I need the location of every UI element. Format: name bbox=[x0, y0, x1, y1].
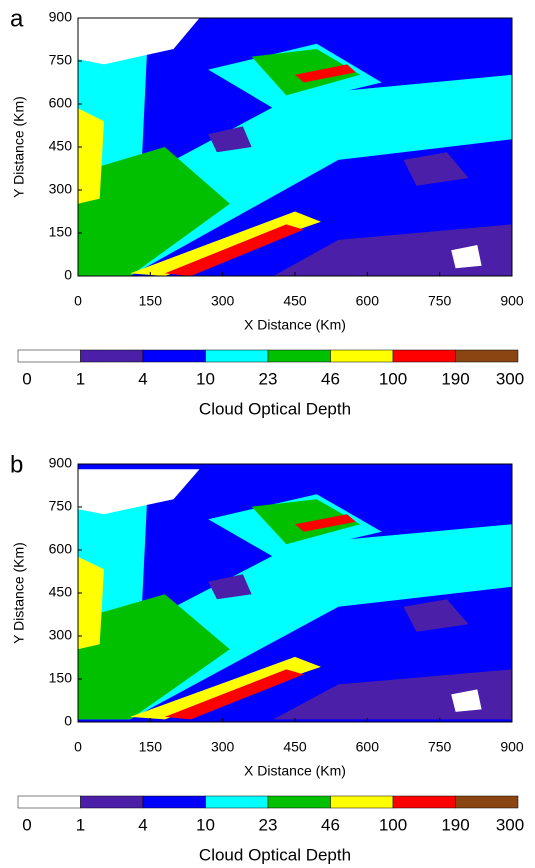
colorbar-tick-label: 1 bbox=[76, 815, 85, 834]
panel-label: a bbox=[10, 5, 24, 32]
y-tick-label: 300 bbox=[49, 627, 73, 643]
colorbar-segment bbox=[456, 796, 519, 808]
x-tick-label: 150 bbox=[139, 293, 163, 309]
colorbar-segment bbox=[206, 796, 269, 808]
x-tick-label: 450 bbox=[283, 293, 307, 309]
x-tick-label: 150 bbox=[139, 739, 163, 755]
colorbar-tick-label: 190 bbox=[441, 369, 469, 388]
x-tick-label: 600 bbox=[356, 739, 380, 755]
colorbar-tick-label: 100 bbox=[379, 369, 407, 388]
x-axis-label: X Distance (Km) bbox=[244, 317, 346, 333]
contour-region bbox=[78, 557, 104, 650]
x-tick-label: 300 bbox=[211, 293, 235, 309]
colorbar-label: Cloud Optical Depth bbox=[199, 845, 351, 864]
x-tick-label: 750 bbox=[428, 739, 452, 755]
colorbar-segment bbox=[143, 796, 206, 808]
colorbar-segment bbox=[143, 350, 206, 362]
colorbar-segment bbox=[206, 350, 269, 362]
colorbar-segment bbox=[81, 350, 144, 362]
colorbar-tick-label: 23 bbox=[259, 815, 278, 834]
panel: b 0 150 300 450 600 750 900 0 150 300 450 600 750 900 X… bbox=[10, 451, 524, 864]
x-axis-label: X Distance (Km) bbox=[244, 763, 346, 779]
x-tick-label: 900 bbox=[500, 739, 524, 755]
colorbar-tick-label: 190 bbox=[441, 815, 469, 834]
y-tick-label: 150 bbox=[49, 670, 73, 686]
y-axis-label: Y Distance (Km) bbox=[11, 542, 27, 644]
colorbar-tick-label: 300 bbox=[496, 369, 524, 388]
colorbar-tick-label: 23 bbox=[259, 369, 278, 388]
y-tick-label: 900 bbox=[49, 9, 73, 25]
colorbar-segment bbox=[18, 350, 81, 362]
page: {"chart_data": [ {"type": "contour", "pa… bbox=[0, 0, 535, 868]
colorbar-tick-label: 4 bbox=[138, 815, 147, 834]
x-tick-label: 0 bbox=[74, 739, 82, 755]
colorbar-segment bbox=[456, 350, 519, 362]
colorbar-segment bbox=[331, 350, 394, 362]
y-tick-label: 0 bbox=[64, 713, 72, 729]
panel-label: b bbox=[10, 451, 23, 478]
y-tick-label: 0 bbox=[64, 267, 72, 283]
colorbar-label: Cloud Optical Depth bbox=[199, 399, 351, 418]
colorbar-segment bbox=[393, 796, 456, 808]
colorbar-tick-label: 10 bbox=[196, 369, 215, 388]
x-tick-label: 300 bbox=[211, 739, 235, 755]
colorbar-tick-label: 46 bbox=[321, 369, 340, 388]
colorbar-tick-label: 300 bbox=[496, 815, 524, 834]
colorbar-segment bbox=[268, 796, 331, 808]
y-tick-label: 300 bbox=[49, 181, 73, 197]
colorbar-tick-label: 10 bbox=[196, 815, 215, 834]
x-tick-label: 0 bbox=[74, 293, 82, 309]
x-tick-label: 600 bbox=[356, 293, 380, 309]
colorbar-tick-label: 0 bbox=[22, 369, 31, 388]
contour-field bbox=[78, 18, 512, 276]
y-tick-label: 450 bbox=[49, 138, 73, 154]
y-tick-label: 150 bbox=[49, 224, 73, 240]
colorbar-segment bbox=[18, 796, 81, 808]
contour-field bbox=[78, 464, 512, 722]
colorbar-tick-label: 4 bbox=[138, 369, 147, 388]
colorbar-segment bbox=[81, 796, 144, 808]
colorbar-tick-label: 1 bbox=[76, 369, 85, 388]
colorbar-tick-label: 100 bbox=[379, 815, 407, 834]
panel: a 0 150 300 450 600 750 900 0 150 300 450 600 750 900 X… bbox=[10, 5, 524, 418]
colorbar-segment bbox=[268, 350, 331, 362]
colorbar-tick-label: 46 bbox=[321, 815, 340, 834]
y-tick-label: 900 bbox=[49, 455, 73, 471]
contour-region bbox=[78, 108, 104, 204]
colorbar-tick-label: 0 bbox=[22, 815, 31, 834]
x-tick-label: 900 bbox=[500, 293, 524, 309]
figure: a 0 150 300 450 600 750 900 0 150 300 450 600 750 900 X… bbox=[0, 0, 535, 868]
x-tick-label: 750 bbox=[428, 293, 452, 309]
y-tick-label: 600 bbox=[49, 541, 73, 557]
colorbar-segment bbox=[331, 796, 394, 808]
y-axis-label: Y Distance (Km) bbox=[11, 96, 27, 198]
y-tick-label: 750 bbox=[49, 498, 73, 514]
y-tick-label: 750 bbox=[49, 52, 73, 68]
y-tick-label: 600 bbox=[49, 95, 73, 111]
y-tick-label: 450 bbox=[49, 584, 73, 600]
colorbar-segment bbox=[393, 350, 456, 362]
x-tick-label: 450 bbox=[283, 739, 307, 755]
